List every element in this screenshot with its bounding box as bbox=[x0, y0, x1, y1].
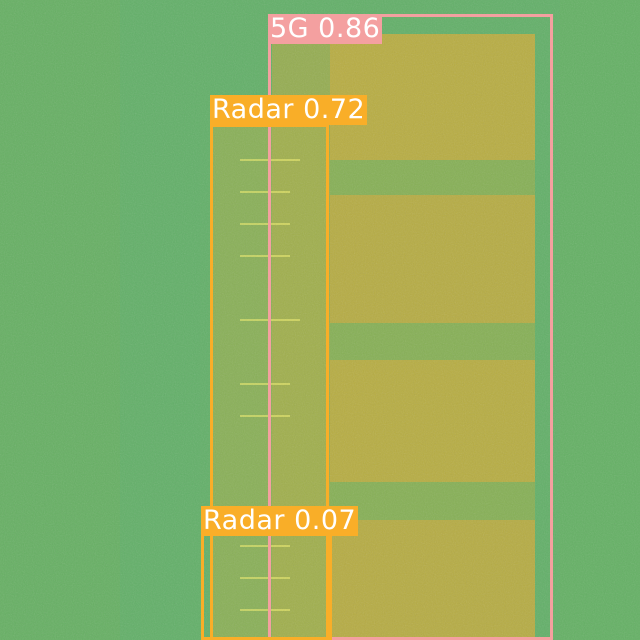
detection-label-radar-low: Radar 0.07 bbox=[201, 505, 359, 536]
detection-box-radar-low bbox=[201, 533, 332, 640]
detection-label-5g: 5G 0.86 bbox=[268, 13, 383, 44]
detection-box-5g bbox=[268, 14, 553, 640]
detection-label-radar: Radar 0.72 bbox=[210, 94, 368, 125]
